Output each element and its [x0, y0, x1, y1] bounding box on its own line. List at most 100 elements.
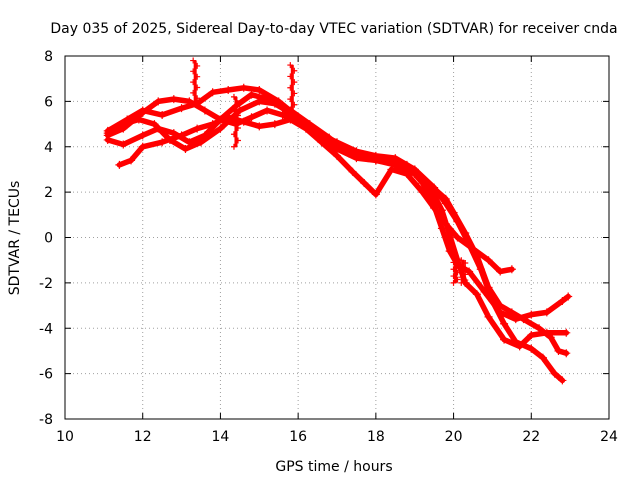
spike-point [234, 125, 241, 132]
data-point [562, 328, 571, 337]
data-point [150, 120, 159, 129]
series-line [116, 114, 515, 275]
data-point [437, 206, 446, 215]
data-point [511, 315, 520, 324]
data-point [115, 160, 124, 169]
data-point [469, 244, 477, 253]
data-point [216, 124, 225, 133]
data-point [103, 135, 112, 144]
data-point [255, 122, 264, 131]
series-layer [103, 57, 573, 385]
data-point [562, 349, 571, 358]
data-point [344, 149, 353, 158]
data-point [247, 90, 256, 99]
data-point [558, 376, 567, 385]
spike-point [450, 279, 457, 286]
spike-point [230, 106, 237, 113]
data-point [402, 169, 411, 178]
data-point [476, 265, 485, 274]
spike-point [450, 259, 457, 266]
spike-markers [190, 57, 469, 286]
data-point [542, 328, 551, 337]
data-point [465, 267, 474, 276]
data-point [301, 124, 310, 133]
data-point [270, 120, 279, 129]
x-tick-label: 14 [212, 429, 230, 445]
data-point [550, 369, 559, 378]
spike-point [230, 143, 237, 150]
x-axis-label: GPS time / hours [275, 459, 392, 475]
spike-point [454, 276, 461, 283]
spike-point [458, 268, 465, 275]
spike-point [291, 67, 298, 74]
data-point [158, 138, 167, 147]
data-point [127, 156, 136, 165]
x-tick-label: 18 [367, 429, 385, 445]
data-point [500, 335, 509, 344]
data-point [453, 233, 462, 242]
y-axis-label: SDTVAR / TECUs [7, 181, 23, 296]
data-point [484, 256, 493, 265]
data-point [181, 145, 190, 154]
spike-point [287, 62, 294, 69]
y-tick-label: 0 [44, 231, 53, 247]
spike-point [190, 79, 197, 86]
data-point [154, 97, 163, 106]
data-point [278, 110, 287, 119]
spike-point [194, 62, 201, 69]
y-tick-label: 8 [44, 49, 53, 65]
data-point [364, 154, 373, 163]
spike-point [194, 73, 201, 80]
data-point [402, 160, 411, 169]
spike-point [287, 84, 294, 91]
data-point [418, 179, 427, 188]
data-point [185, 97, 194, 106]
data-point [496, 308, 505, 317]
series-track-4 [103, 97, 573, 324]
data-point [558, 297, 567, 306]
data-point [200, 106, 209, 115]
spike-point [230, 118, 237, 125]
data-point [224, 86, 233, 95]
data-point [224, 113, 233, 122]
spike-point [230, 131, 237, 138]
data-point [317, 138, 326, 147]
chart-title: Day 035 of 2025, Sidereal Day-to-day VTE… [50, 21, 617, 37]
data-point [177, 104, 186, 113]
data-point [305, 120, 314, 129]
spike-point [234, 137, 241, 144]
data-point [360, 179, 369, 188]
data-point [255, 97, 264, 106]
spike-point [287, 107, 294, 114]
data-point [270, 99, 279, 108]
data-point [441, 219, 450, 228]
data-point [496, 267, 505, 276]
data-point [527, 310, 536, 319]
spike-point [190, 100, 197, 107]
data-point [418, 188, 427, 197]
data-point [138, 142, 147, 151]
data-point [527, 344, 536, 353]
data-point [538, 353, 547, 362]
y-tick-label: -8 [39, 412, 53, 428]
spike-point [234, 100, 241, 107]
data-point [134, 115, 143, 124]
data-point [441, 199, 450, 208]
spike-point [190, 57, 197, 64]
data-point [239, 117, 248, 126]
data-point [286, 115, 295, 124]
data-point [480, 287, 489, 296]
data-point [387, 165, 396, 174]
x-tick-label: 20 [445, 429, 463, 445]
data-point [169, 95, 178, 104]
spike-point [450, 252, 457, 259]
data-point [177, 131, 186, 140]
data-point [333, 151, 341, 160]
spike-point [454, 269, 461, 276]
x-tick-label: 10 [56, 429, 74, 445]
y-tick-label: -4 [39, 321, 53, 337]
spike-point [458, 257, 465, 264]
y-tick-label: 2 [44, 185, 53, 201]
